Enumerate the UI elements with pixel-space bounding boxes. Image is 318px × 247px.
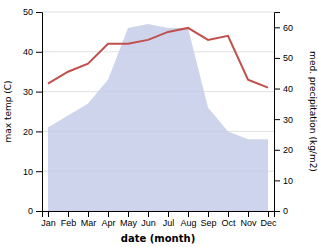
tick-label: 30: [23, 87, 33, 97]
axis-line: [275, 13, 281, 212]
tick: 0: [28, 206, 42, 216]
tick-label: 40: [283, 84, 293, 94]
tick-label: May: [120, 218, 138, 228]
tick-label: Oct: [221, 218, 236, 228]
x-axis: Jan Feb Mar Apr MayJun Jul Aug Sep Oct NovDec: [41, 211, 277, 228]
tick-label: 0: [283, 206, 288, 216]
tick-mark: [48, 211, 49, 217]
tick-mark: [36, 171, 42, 172]
tick: Sep: [200, 211, 216, 228]
tick-label: Aug: [180, 218, 196, 228]
tick-mark: [274, 27, 280, 28]
tick-mark: [268, 211, 269, 217]
tick: Mar: [81, 211, 97, 228]
tick: 10: [274, 176, 293, 186]
tick-mark: [274, 211, 280, 212]
tick-label: 0: [28, 206, 33, 216]
grid-line: [42, 12, 274, 13]
tick-label: 30: [283, 115, 293, 125]
tick: 30: [274, 115, 293, 125]
tick-mark: [36, 131, 42, 132]
y2-axis-title: med. precipitation (kg/m2): [308, 51, 318, 172]
tick-label: Nov: [240, 218, 257, 228]
tick-label: 20: [283, 145, 293, 155]
y2-axis: 0 10 20 30 40 50 60: [274, 13, 293, 217]
tick: 50: [274, 53, 293, 63]
tick-label: Jun: [141, 218, 156, 228]
tick-mark: [36, 211, 42, 212]
tick-mark: [108, 211, 109, 217]
axis-line: [43, 212, 275, 218]
area: [48, 24, 268, 211]
tick-label: Jan: [41, 218, 56, 228]
tick-mark: [274, 89, 280, 90]
tick: Jul: [163, 211, 175, 228]
marks: [48, 24, 268, 211]
tick-mark: [248, 211, 249, 217]
tick-mark: [88, 211, 89, 217]
y-axis-title: max temp (C): [3, 80, 13, 142]
tick-label: 20: [23, 127, 33, 137]
tick-mark: [274, 150, 280, 151]
tick-label: 50: [283, 53, 293, 63]
tick-label: 50: [23, 7, 33, 17]
tick-label: Mar: [81, 218, 97, 228]
tick: May: [120, 211, 138, 228]
tick: 20: [274, 145, 293, 155]
tick-mark: [274, 119, 280, 120]
tick-label: 10: [283, 176, 293, 186]
grid: [42, 12, 274, 211]
tick-mark: [128, 211, 129, 217]
tick-label: Jul: [163, 218, 175, 228]
tick-label: Sep: [200, 218, 216, 228]
tick-mark: [228, 211, 229, 217]
tick: Aug: [180, 211, 196, 228]
tick-label: 10: [23, 167, 33, 177]
tick-mark: [208, 211, 209, 217]
tick-mark: [36, 92, 42, 93]
tick: Jan: [41, 211, 56, 228]
tick: 0: [274, 206, 288, 216]
x-axis-title: date (month): [121, 233, 195, 244]
plot: Jan Feb Mar Apr MayJun Jul Aug Sep Oct NovDec 0 10 2…: [23, 7, 293, 228]
tick-label: 40: [23, 47, 33, 57]
tick-mark: [188, 211, 189, 217]
tick-mark: [148, 211, 149, 217]
tick-label: 60: [283, 23, 293, 33]
tick-label: Feb: [61, 218, 77, 228]
y-axis: 0 10 20 30 40 50: [23, 7, 43, 216]
tick: 60: [274, 23, 293, 33]
tick: Apr: [101, 211, 115, 228]
tick: 30: [23, 87, 42, 97]
tick: Feb: [61, 211, 77, 228]
tick-mark: [274, 58, 280, 59]
tick-mark: [36, 52, 42, 53]
tick: 40: [23, 47, 42, 57]
tick-mark: [274, 180, 280, 181]
tick-label: Apr: [101, 218, 115, 228]
tick: 10: [23, 167, 42, 177]
tick: 40: [274, 84, 293, 94]
line: [48, 28, 268, 88]
tick-mark: [168, 211, 169, 217]
tick: 20: [23, 127, 42, 137]
tick-label: Dec: [260, 218, 277, 228]
axis-line: [36, 13, 43, 212]
tick: Jun: [141, 211, 156, 228]
tick-mark: [36, 12, 42, 13]
tick: 50: [23, 7, 42, 17]
chart: Jan Feb Mar Apr MayJun Jul Aug Sep Oct NovDec 0 10 2…: [0, 0, 318, 247]
tick: Dec: [260, 211, 277, 228]
tick: Nov: [240, 211, 257, 228]
tick: Oct: [221, 211, 236, 228]
tick-mark: [68, 211, 69, 217]
